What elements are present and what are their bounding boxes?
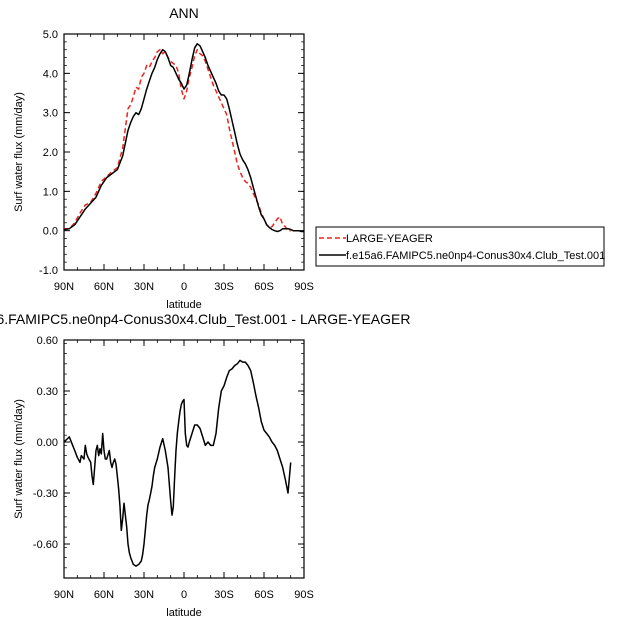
chart-1-x-tick-label: 30S: [214, 281, 234, 293]
chart-2-x-tick-label: 90S: [294, 589, 314, 601]
chart-1-y-tick-label: 3.0: [43, 108, 58, 120]
chart-1-series-2-line: [63, 43, 304, 233]
chart-2-x-tick-label: 60N: [94, 589, 114, 601]
chart-1-y-tick-label: 4.0: [43, 68, 58, 80]
chart-1-y-tick-label: 0.0: [43, 226, 58, 238]
chart-2-x-tick-label: 60S: [254, 589, 274, 601]
chart-1-legend-label-2: f.e15a6.FAMIPC5.ne0np4-Conus30x4.Club_Te…: [346, 250, 605, 262]
chart-1-x-tick-label: 30N: [134, 281, 154, 293]
chart-2-series-1-line: [63, 359, 292, 567]
chart-1-y-axis-label: Surf water flux (mm/day): [13, 92, 25, 212]
chart-1-x-tick-label: 90S: [294, 281, 314, 293]
chart-1-y-tick-label: 5.0: [43, 29, 58, 41]
chart-2-y-tick-label: -0.30: [33, 488, 58, 500]
chart-1-x-tick-label: 60N: [94, 281, 114, 293]
chart-2-x-axis-label: latitude: [166, 607, 201, 619]
chart-1-legend-label-1: LARGE-YEAGER: [346, 233, 433, 245]
chart-2-x-tick-label: 30S: [214, 589, 234, 601]
chart-2-y-tick-label: 0.30: [37, 386, 58, 398]
chart-2-y-tick-label: -0.60: [33, 539, 58, 551]
chart-2-x-tick-label: 30N: [134, 589, 154, 601]
chart-2-y-axis-label: Surf water flux (mm/day): [13, 399, 25, 519]
chart-1-y-tick-label: -1.0: [39, 265, 58, 277]
chart-2-y-tick-label: 0.00: [37, 437, 58, 449]
chart-2-x-tick-label: 0: [181, 589, 187, 601]
chart-2-plot-frame: [63, 339, 305, 579]
chart-1-x-tick-label: 0: [181, 281, 187, 293]
chart-1-plot-frame: [63, 33, 305, 271]
chart-1-title: ANN: [169, 5, 199, 21]
chart-1-x-axis-label: latitude: [166, 299, 201, 311]
chart-2-y-tick-label: 0.60: [37, 335, 58, 347]
chart-1-x-tick-label: 90N: [54, 281, 74, 293]
chart-1-x-tick-label: 60S: [254, 281, 274, 293]
chart-1-y-tick-label: 2.0: [43, 147, 58, 159]
chart-1-y-tick-label: 1.0: [43, 186, 58, 198]
chart-2-x-tick-label: 90N: [54, 589, 74, 601]
chart-1-legend-box: [315, 226, 605, 267]
chart-2-title: f.e15a6.FAMIPC5.ne0np4-Conus30x4.Club_Te…: [0, 311, 410, 327]
